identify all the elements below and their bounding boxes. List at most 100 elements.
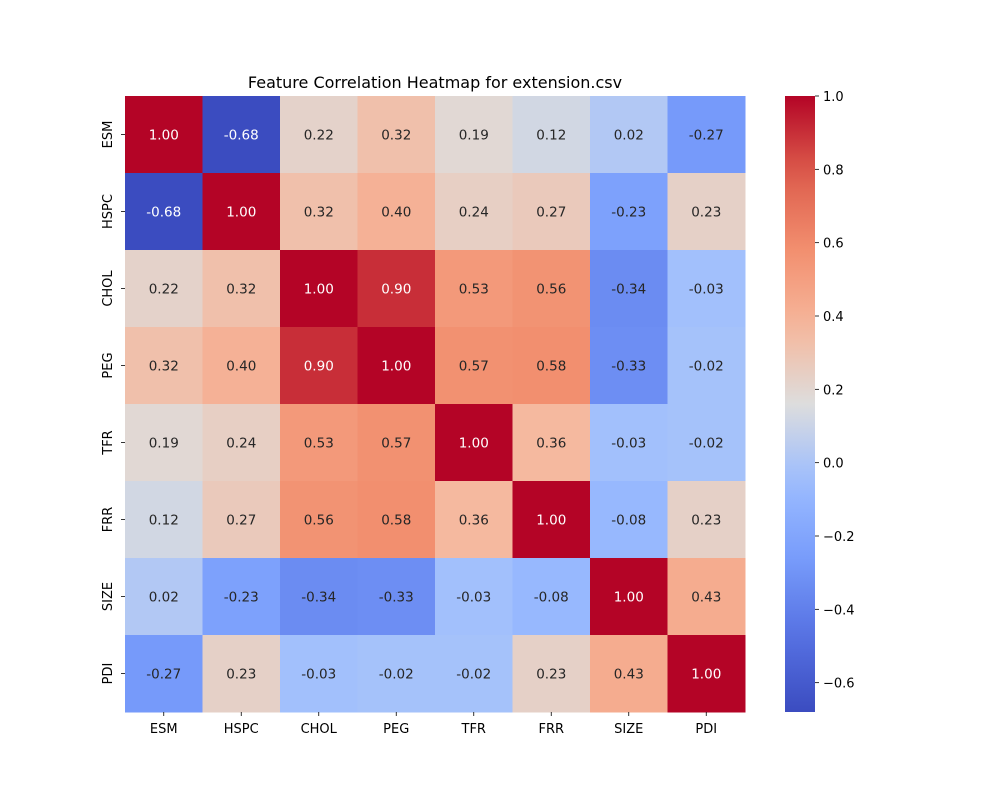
cell-annotation-4-7: -0.02 [689, 436, 724, 452]
cell-annotation-0-3: 0.32 [381, 128, 411, 144]
heatmap-cell-5-3 [357, 481, 436, 559]
cell-annotation-4-1: 0.24 [226, 436, 256, 452]
cell-annotation-1-7: 0.23 [691, 205, 721, 221]
x-tick-label-3: PEG [383, 722, 409, 737]
heatmap-cell-1-7 [667, 173, 746, 251]
heatmap-cell-0-6 [590, 96, 668, 174]
heatmap-cell-6-1 [202, 558, 281, 636]
cell-annotation-1-1: 1.00 [226, 205, 256, 221]
heatmap-cell-7-3 [357, 635, 436, 713]
heatmap-cell-2-2 [280, 250, 358, 328]
cell-annotation-7-2: -0.03 [301, 667, 336, 683]
heatmap-cell-2-7 [667, 250, 746, 328]
cell-annotation-7-6: 0.43 [614, 667, 644, 683]
cell-annotation-0-6: 0.02 [614, 128, 644, 144]
cell-annotation-3-1: 0.40 [226, 359, 256, 375]
heatmap-cell-4-1 [202, 404, 281, 482]
heatmap-cell-5-2 [280, 481, 358, 559]
heatmap-cell-5-0 [125, 481, 203, 559]
colorbar: −0.6 −0.4 −0.2 0.0 0.2 0.4 0.6 0.8 1.0 [785, 90, 855, 712]
heatmap-cell-4-0 [125, 404, 203, 482]
heatmap-cell-3-1 [202, 327, 281, 405]
heatmap-cell-0-3 [357, 96, 436, 174]
heatmap-cell-2-3 [357, 250, 436, 328]
heatmap-cell-3-6 [590, 327, 668, 405]
heatmap-cell-5-4 [435, 481, 513, 559]
cell-annotation-6-7: 0.43 [691, 590, 721, 606]
heatmap-cell-4-2 [280, 404, 358, 482]
y-tick-label-5: FRR [101, 507, 116, 533]
cell-annotation-0-4: 0.19 [459, 128, 489, 144]
heatmap-cell-5-7 [667, 481, 746, 559]
cell-annotation-3-3: 1.00 [381, 359, 411, 375]
heatmap-cell-1-0 [125, 173, 203, 251]
heatmap-cell-4-5 [512, 404, 591, 482]
heatmap-cell-7-6 [590, 635, 668, 713]
cell-annotation-5-0: 0.12 [149, 513, 179, 529]
heatmap-cell-2-5 [512, 250, 591, 328]
colorbar-ticks: −0.6 −0.4 −0.2 0.0 0.2 0.4 0.6 0.8 1.0 [815, 90, 855, 692]
x-tick-label-2: CHOL [301, 722, 338, 737]
colorbar-tick-label-4: 0.2 [823, 383, 844, 398]
cell-annotation-7-0: -0.27 [146, 667, 181, 683]
heatmap-cell-2-6 [590, 250, 668, 328]
x-tick-label-5: FRR [538, 722, 564, 737]
cell-annotation-7-7: 1.00 [691, 667, 721, 683]
cell-annotation-6-1: -0.23 [224, 590, 259, 606]
heatmap-cells: 1.00 -0.68 0.22 0.32 0.19 0.12 0.02 -0.27 -0.68 1… [125, 96, 746, 713]
cell-annotation-5-5: 1.00 [536, 513, 566, 529]
heatmap-cell-3-5 [512, 327, 591, 405]
heatmap-cell-3-7 [667, 327, 746, 405]
x-tick-label-0: ESM [150, 722, 178, 737]
cell-annotation-3-5: 0.58 [536, 359, 566, 375]
heatmap-cell-0-0 [125, 96, 203, 174]
heatmap-cell-5-6 [590, 481, 668, 559]
y-axis: ESM HSPC CHOL PEG TFR FRR SIZE PDI [101, 121, 125, 685]
y-tick-label-7: PDI [101, 663, 116, 685]
cell-annotation-2-0: 0.22 [149, 282, 179, 298]
heatmap-cell-4-7 [667, 404, 746, 482]
heatmap-cell-3-2 [280, 327, 358, 405]
cell-annotation-3-0: 0.32 [149, 359, 179, 375]
heatmap-cell-6-4 [435, 558, 513, 636]
cell-annotation-2-1: 0.32 [226, 282, 256, 298]
cell-annotation-5-4: 0.36 [459, 513, 489, 529]
heatmap-cell-4-6 [590, 404, 668, 482]
cell-annotation-5-1: 0.27 [226, 513, 256, 529]
cell-annotation-4-0: 0.19 [149, 436, 179, 452]
cell-annotation-6-4: -0.03 [456, 590, 491, 606]
x-axis: ESM HSPC CHOL PEG TFR FRR SIZE PDI [150, 712, 717, 737]
heatmap-cell-3-0 [125, 327, 203, 405]
heatmap-cell-7-7 [667, 635, 746, 713]
colorbar-tick-label-8: 1.0 [823, 90, 844, 105]
cell-annotation-4-6: -0.03 [611, 436, 646, 452]
cell-annotation-6-0: 0.02 [149, 590, 179, 606]
heatmap-cell-0-7 [667, 96, 746, 174]
cell-annotation-7-5: 0.23 [536, 667, 566, 683]
cell-annotation-7-3: -0.02 [379, 667, 414, 683]
colorbar-tick-label-3: 0.0 [823, 457, 844, 472]
chart-title: Feature Correlation Heatmap for extensio… [248, 73, 622, 92]
cell-annotation-6-5: -0.08 [534, 590, 569, 606]
cell-annotation-3-7: -0.02 [689, 359, 724, 375]
heatmap-cell-1-1 [202, 173, 281, 251]
cell-annotation-1-4: 0.24 [459, 205, 489, 221]
cell-annotation-2-5: 0.56 [536, 282, 566, 298]
heatmap-cell-0-2 [280, 96, 358, 174]
cell-annotation-5-2: 0.56 [304, 513, 334, 529]
colorbar-tick-label-1: −0.4 [823, 603, 855, 618]
heatmap-cell-1-3 [357, 173, 436, 251]
heatmap-cell-1-2 [280, 173, 358, 251]
x-tick-label-7: PDI [695, 722, 717, 737]
colorbar-tick-label-2: −0.2 [823, 530, 855, 545]
heatmap-cell-2-4 [435, 250, 513, 328]
cell-annotation-4-5: 0.36 [536, 436, 566, 452]
cell-annotation-0-5: 0.12 [536, 128, 566, 144]
cell-annotation-6-6: 1.00 [614, 590, 644, 606]
heatmap-cell-1-5 [512, 173, 591, 251]
cell-annotation-2-7: -0.03 [689, 282, 724, 298]
heatmap-cell-6-3 [357, 558, 436, 636]
heatmap-cell-5-5 [512, 481, 591, 559]
heatmap-cell-0-1 [202, 96, 281, 174]
cell-annotation-3-6: -0.33 [611, 359, 646, 375]
